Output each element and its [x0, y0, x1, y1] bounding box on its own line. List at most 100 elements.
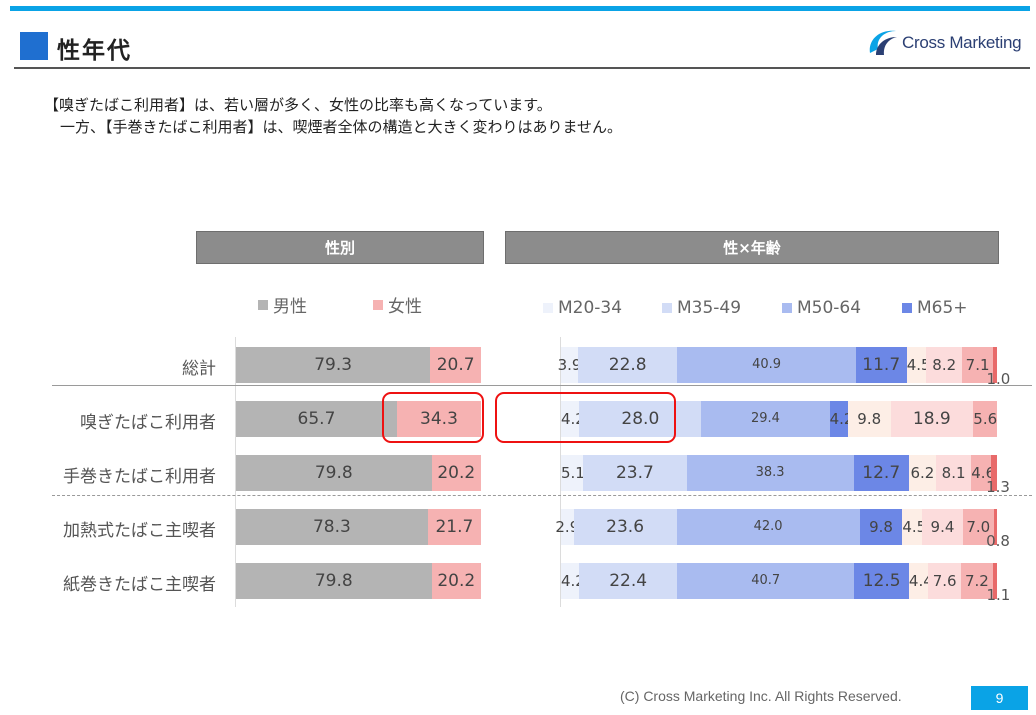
gender-bar-row3-series1 — [427, 509, 481, 545]
gender-age-value-label-row3-series4: 4.5 — [902, 518, 927, 536]
total-separator-line — [52, 385, 1032, 386]
logo-text: Cross Marketing — [902, 33, 1022, 52]
gender-age-bar-row4-series4 — [908, 563, 929, 599]
gender-age-bar-row1-series4 — [847, 401, 891, 437]
panel-header-gender: 性別 — [196, 231, 484, 264]
gender-age-value-label-row3-series2: 42.0 — [753, 519, 783, 534]
gender-age-bar-row2-series6 — [971, 455, 992, 491]
description: 【嗅ぎたばこ利用者】は、若い層が多く、女性の比率も高くなっています。 一方、【手… — [44, 94, 622, 138]
gender-bar-row4-series1 — [431, 563, 481, 599]
gender-age-axis-line — [560, 337, 561, 607]
gender-age-bar-row1-series0 — [561, 401, 580, 437]
gender-bar-row1-series0 — [236, 401, 397, 437]
gender-age-value-label-row2-series5: 8.1 — [941, 464, 966, 482]
gender-age-bar-row2-series5 — [935, 455, 972, 491]
gender-age-value-label-row2-series4: 6.2 — [910, 464, 935, 482]
gender-bar-row0-series1 — [430, 347, 481, 383]
gender-value-label-row2-series0: 79.8 — [314, 463, 353, 483]
gender-value-label-row3-series0: 78.3 — [312, 517, 351, 537]
legend-swatch-female — [373, 299, 383, 310]
gender-age-value-label-row1-series2: 29.4 — [751, 411, 780, 426]
gender-age-bar-row2-series1 — [583, 455, 687, 491]
legend-swatch-m50-64 — [782, 303, 792, 313]
gender-age-bar-row4-series0 — [561, 563, 580, 599]
gender-age-value-label-row3-series0: 2.9 — [555, 518, 580, 536]
highlight-snuff-female — [382, 392, 484, 443]
legend-swatch-m35-49 — [662, 303, 672, 313]
gender-age-bar-row2-series7 — [991, 455, 997, 491]
gender-value-label-row2-series1: 20.2 — [437, 463, 476, 483]
gender-age-value-label-row0-series3: 11.7 — [862, 355, 901, 375]
gender-age-bar-row0-series7 — [993, 347, 998, 383]
gender-age-bar-row3-series5 — [922, 509, 963, 545]
gender-bar-row0-series0 — [236, 347, 431, 383]
gender-age-bar-row3-series1 — [573, 509, 677, 545]
gender-age-value-label-row1-series5: 18.9 — [912, 409, 951, 429]
gender-age-value-label-row2-series1: 23.7 — [615, 463, 654, 483]
gender-age-bar-row0-series0 — [561, 347, 578, 383]
gender-age-value-label-row4-series4: 4.4 — [908, 572, 933, 590]
gender-value-label-row4-series0: 79.8 — [314, 571, 353, 591]
legend-label-m65: M65+ — [917, 298, 968, 318]
gender-bar-row4-series0 — [236, 563, 432, 599]
gender-age-bar-row4-series3 — [854, 563, 909, 599]
gender-age-bar-row4-series2 — [676, 563, 855, 599]
gender-age-bar-row0-series6 — [962, 347, 994, 383]
gender-age-value-label-row4-series6: 7.2 — [965, 572, 989, 590]
gender-age-bar-row0-series1 — [578, 347, 678, 383]
gender-age-value-label-row2-series6: 4.6 — [971, 464, 996, 482]
gender-age-value-label-row4-series5: 7.6 — [932, 572, 957, 590]
gender-age-bar-row0-series5 — [926, 347, 963, 383]
gender-age-bar-row2-series2 — [686, 455, 854, 491]
gender-age-value-label-row0-series4: 4.5 — [906, 356, 931, 374]
gender-age-bar-row0-series4 — [906, 347, 927, 383]
gender-age-bar-row4-series1 — [579, 563, 677, 599]
gender-age-bar-row1-series1 — [579, 401, 702, 437]
row-label-snuff: 嗅ぎたばこ利用者 — [80, 413, 216, 433]
legend-item-male: 男性 — [258, 292, 307, 317]
title-underline — [14, 67, 1030, 69]
gender-age-bar-row4-series6 — [961, 563, 993, 599]
gender-age-value-label-row0-series7: 1.0 — [986, 370, 1011, 388]
gender-value-label-row3-series1: 21.7 — [435, 517, 474, 537]
gender-age-bar-row1-series3 — [829, 401, 848, 437]
gender-value-label-row0-series0: 79.3 — [314, 355, 353, 375]
legend-label-m50-64: M50-64 — [797, 298, 862, 318]
page-title: 性年代 — [57, 38, 132, 64]
gender-age-value-label-row0-series5: 8.2 — [932, 356, 957, 374]
gender-age-bar-row2-series0 — [561, 455, 584, 491]
gender-age-value-label-row3-series5: 9.4 — [930, 518, 955, 536]
gender-value-label-row4-series1: 20.2 — [437, 571, 476, 591]
gender-age-value-label-row4-series0: 4.2 — [561, 572, 585, 590]
row-label-roll-your-own: 手巻きたばこ利用者 — [63, 467, 216, 487]
highlight-snuff-young-male — [495, 392, 676, 443]
gender-bar-row3-series0 — [236, 509, 428, 545]
legend-item-m50-64: M50-64 — [782, 298, 861, 318]
gender-bar-row2-series1 — [431, 455, 481, 491]
gender-age-value-label-row3-series6: 7.0 — [966, 518, 991, 536]
gender-age-value-label-row1-series1: 28.0 — [621, 409, 660, 429]
page-number: 9 — [971, 686, 1028, 710]
gender-age-value-label-row0-series6: 7.1 — [965, 356, 990, 374]
gender-age-value-label-row2-series0: 5.1 — [561, 464, 585, 482]
gender-age-value-label-row3-series7: 0.8 — [986, 532, 1010, 550]
legend-item-female: 女性 — [373, 292, 422, 317]
gender-age-value-label-row4-series2: 40.7 — [751, 573, 781, 588]
gender-age-value-label-row4-series7: 1.1 — [986, 586, 1011, 604]
gender-axis-line — [235, 337, 236, 607]
gender-age-value-label-row3-series3: 9.8 — [869, 518, 893, 536]
legend-item-m35-49: M35-49 — [662, 298, 741, 318]
gender-age-value-label-row0-series2: 40.9 — [752, 357, 782, 372]
gender-value-label-row0-series1: 20.7 — [436, 355, 475, 375]
gender-age-value-label-row4-series1: 22.4 — [609, 571, 648, 591]
gender-age-value-label-row1-series6: 5.6 — [973, 410, 998, 428]
gender-age-value-label-row1-series3: 4.2 — [829, 410, 854, 428]
gender-age-bar-row3-series3 — [859, 509, 903, 545]
gender-age-bar-row1-series5 — [890, 401, 973, 437]
panel-header-gender-age: 性×年齢 — [505, 231, 999, 264]
gender-age-value-label-row0-series1: 22.8 — [608, 355, 647, 375]
gender-age-bar-row2-series4 — [908, 455, 936, 491]
legend-label-m20-34: M20-34 — [558, 298, 623, 318]
legend-item-m65: M65+ — [902, 298, 968, 318]
group-separator-dashed-line — [52, 495, 1032, 496]
